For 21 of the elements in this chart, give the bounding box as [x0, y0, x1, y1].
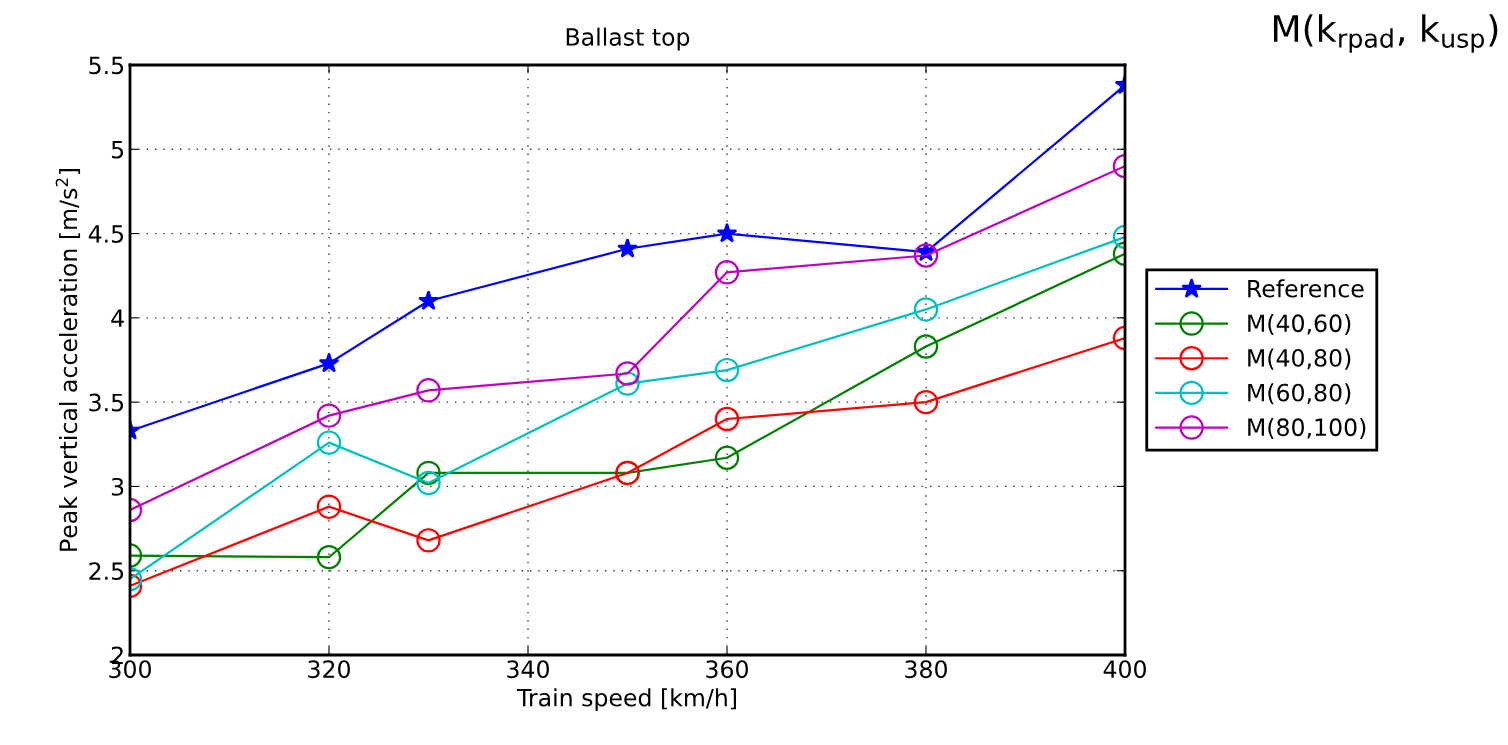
- x-axis-title: Train speed [km/h]: [516, 688, 736, 712]
- x-tick-label: 400: [1103, 660, 1146, 679]
- legend-label: M(40,80): [1248, 348, 1351, 370]
- y-tick-label: 4.5: [88, 225, 124, 243]
- y-tick-label: 5.5: [89, 56, 124, 75]
- x-tick-label: 340: [507, 660, 549, 679]
- x-tick-label: 380: [905, 660, 947, 679]
- y-tick-label: 3: [111, 477, 124, 496]
- legend-label: Reference: [1248, 279, 1364, 298]
- legend-label: M(60,80): [1248, 383, 1351, 405]
- x-tick-label: 360: [706, 660, 748, 679]
- y-tick-label: 2.5: [89, 562, 124, 581]
- chart-title: Ballast top: [566, 27, 690, 51]
- legend-label: M(40,60): [1248, 313, 1351, 335]
- text: M(k$_{rpad}$, k$_{usp}$): [1273, 14, 1498, 53]
- x-tick-label: 320: [308, 660, 350, 679]
- y-axis-title: Peak vertical acceleration [m/s$^{2}$]: [55, 169, 81, 551]
- y-tick-label: 5: [111, 141, 124, 159]
- legend-label: M(80,100): [1248, 417, 1366, 439]
- y-tick-label: 3.5: [89, 393, 124, 412]
- y-tick-label: 4: [111, 309, 124, 327]
